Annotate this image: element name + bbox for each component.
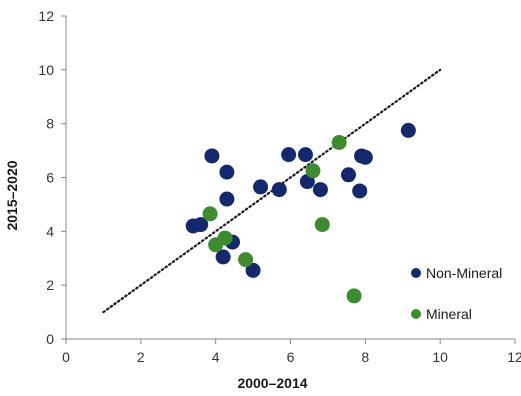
reference-line-layer xyxy=(102,68,442,314)
mineral-point xyxy=(314,217,330,233)
axes xyxy=(61,15,516,344)
x-tick-label: 8 xyxy=(361,349,369,365)
non-mineral-point xyxy=(253,179,269,195)
non-mineral-point xyxy=(204,148,220,164)
non-mineral-point xyxy=(219,191,235,207)
x-axis-title: 2000–2014 xyxy=(237,375,307,391)
non-mineral-point xyxy=(340,167,356,183)
non-mineral-point xyxy=(219,164,235,180)
legend-label-non-mineral: Non-Mineral xyxy=(426,265,502,281)
y-tick-label: 2 xyxy=(46,277,54,293)
y-tick-label: 0 xyxy=(46,331,54,347)
non-mineral-point xyxy=(352,183,368,199)
non-mineral-point xyxy=(400,122,416,138)
x-tick-label: 2 xyxy=(137,349,145,365)
y-tick-label: 10 xyxy=(38,62,54,78)
legend-marker-mineral xyxy=(411,309,421,319)
x-tick-label: 4 xyxy=(212,349,220,365)
mineral-point xyxy=(238,252,254,268)
x-tick-label: 6 xyxy=(287,349,295,365)
y-tick-label: 4 xyxy=(46,223,54,239)
mineral-point xyxy=(305,163,321,179)
non-mineral-point xyxy=(245,262,261,278)
data-points xyxy=(185,122,416,304)
y-tick-label: 6 xyxy=(46,170,54,186)
x-tick-label: 12 xyxy=(507,349,521,365)
mineral-point xyxy=(217,230,233,246)
non-mineral-point xyxy=(215,249,231,265)
y-tick-label: 8 xyxy=(46,116,54,132)
non-mineral-point xyxy=(297,147,313,163)
reference-line xyxy=(102,68,442,314)
non-mineral-point xyxy=(193,217,209,233)
x-tick-label: 0 xyxy=(62,349,70,365)
non-mineral-point xyxy=(281,147,297,163)
x-tick-label: 10 xyxy=(432,349,448,365)
non-mineral-point xyxy=(357,149,373,165)
y-tick-label: 12 xyxy=(38,8,54,24)
mineral-point xyxy=(346,288,362,304)
legend: Non-Mineral Mineral xyxy=(411,265,502,322)
non-mineral-point xyxy=(271,182,287,198)
mineral-point xyxy=(202,206,218,222)
mineral-point xyxy=(331,135,347,151)
tick-labels: 0 2 4 6 8 10 12 0 2 4 6 8 10 12 xyxy=(38,8,521,365)
legend-marker-non-mineral xyxy=(411,268,421,278)
non-mineral-point xyxy=(312,182,328,198)
legend-label-mineral: Mineral xyxy=(426,306,472,322)
y-axis-title: 2015–2020 xyxy=(4,160,20,230)
